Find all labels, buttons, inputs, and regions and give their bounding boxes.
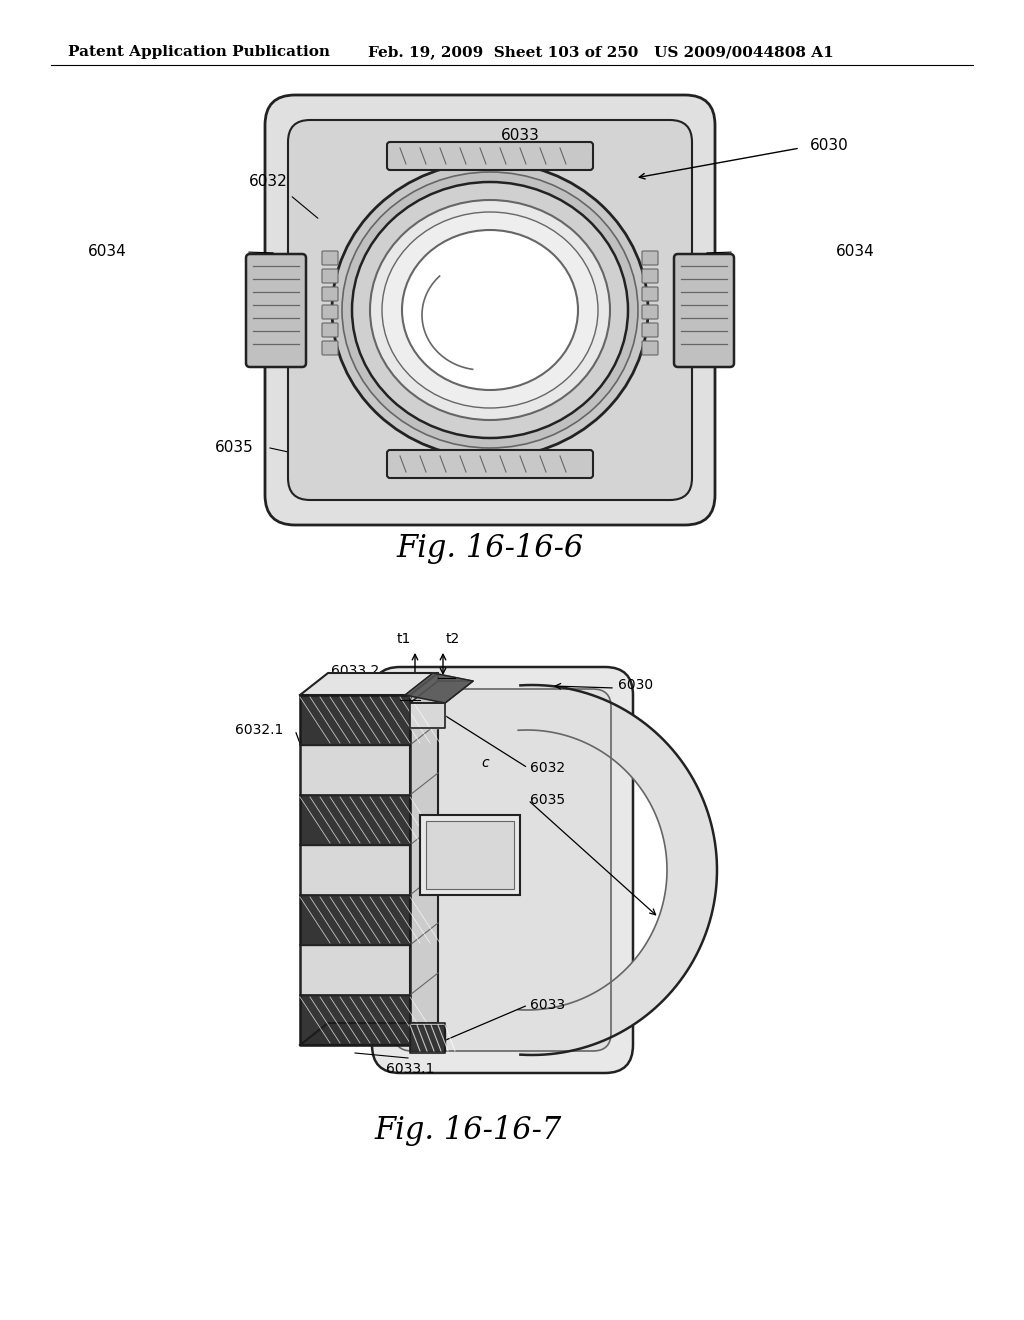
Polygon shape xyxy=(300,995,410,1045)
Text: 6033.2: 6033.2 xyxy=(331,664,379,678)
Polygon shape xyxy=(300,1023,438,1045)
FancyBboxPatch shape xyxy=(674,253,734,367)
Text: 6033.1: 6033.1 xyxy=(386,1063,434,1076)
Polygon shape xyxy=(406,673,473,704)
FancyBboxPatch shape xyxy=(322,341,338,355)
Text: Fig. 16-16-6: Fig. 16-16-6 xyxy=(396,532,584,564)
FancyBboxPatch shape xyxy=(265,95,715,525)
Polygon shape xyxy=(300,895,410,945)
FancyBboxPatch shape xyxy=(642,251,658,265)
FancyBboxPatch shape xyxy=(246,253,306,367)
FancyBboxPatch shape xyxy=(322,269,338,282)
Bar xyxy=(302,285,319,335)
Ellipse shape xyxy=(402,230,578,389)
FancyBboxPatch shape xyxy=(387,143,593,170)
Polygon shape xyxy=(300,673,438,696)
Text: t1: t1 xyxy=(396,632,411,645)
Polygon shape xyxy=(518,685,717,1055)
FancyBboxPatch shape xyxy=(642,269,658,282)
Bar xyxy=(660,285,678,335)
Text: 6035: 6035 xyxy=(530,793,565,807)
Text: c: c xyxy=(481,756,488,770)
Text: 6030: 6030 xyxy=(810,137,849,153)
Polygon shape xyxy=(410,1026,445,1051)
Text: 6034: 6034 xyxy=(88,244,127,260)
FancyBboxPatch shape xyxy=(322,323,338,337)
FancyBboxPatch shape xyxy=(642,305,658,319)
Polygon shape xyxy=(300,696,410,1045)
Text: 6033: 6033 xyxy=(530,998,565,1012)
Text: 6032.1: 6032.1 xyxy=(234,723,283,737)
FancyBboxPatch shape xyxy=(394,689,611,1051)
FancyBboxPatch shape xyxy=(322,286,338,301)
Text: 6030: 6030 xyxy=(618,678,653,692)
FancyBboxPatch shape xyxy=(322,251,338,265)
FancyBboxPatch shape xyxy=(288,120,692,500)
Text: 6035: 6035 xyxy=(215,441,254,455)
Text: Patent Application Publication: Patent Application Publication xyxy=(68,45,330,59)
FancyBboxPatch shape xyxy=(642,341,658,355)
Polygon shape xyxy=(410,681,473,704)
FancyBboxPatch shape xyxy=(387,450,593,478)
Text: 6032: 6032 xyxy=(249,174,288,190)
FancyBboxPatch shape xyxy=(322,305,338,319)
Ellipse shape xyxy=(382,213,598,408)
FancyBboxPatch shape xyxy=(372,667,633,1073)
Text: t2: t2 xyxy=(446,632,460,645)
Ellipse shape xyxy=(342,172,638,447)
Text: d: d xyxy=(361,777,370,792)
Polygon shape xyxy=(410,1023,445,1053)
Polygon shape xyxy=(410,704,445,729)
FancyBboxPatch shape xyxy=(642,286,658,301)
Polygon shape xyxy=(300,795,410,845)
Ellipse shape xyxy=(370,201,610,420)
FancyBboxPatch shape xyxy=(642,323,658,337)
Text: Feb. 19, 2009  Sheet 103 of 250   US 2009/0044808 A1: Feb. 19, 2009 Sheet 103 of 250 US 2009/0… xyxy=(368,45,834,59)
Ellipse shape xyxy=(332,162,648,458)
Text: 6032: 6032 xyxy=(530,762,565,775)
Text: Fig. 16-16-7: Fig. 16-16-7 xyxy=(375,1114,561,1146)
Polygon shape xyxy=(410,673,438,1045)
Polygon shape xyxy=(300,696,410,744)
Bar xyxy=(420,814,520,895)
Ellipse shape xyxy=(352,182,628,438)
Text: 6033: 6033 xyxy=(501,128,540,143)
Bar xyxy=(426,821,514,888)
Text: 6034: 6034 xyxy=(837,244,874,260)
